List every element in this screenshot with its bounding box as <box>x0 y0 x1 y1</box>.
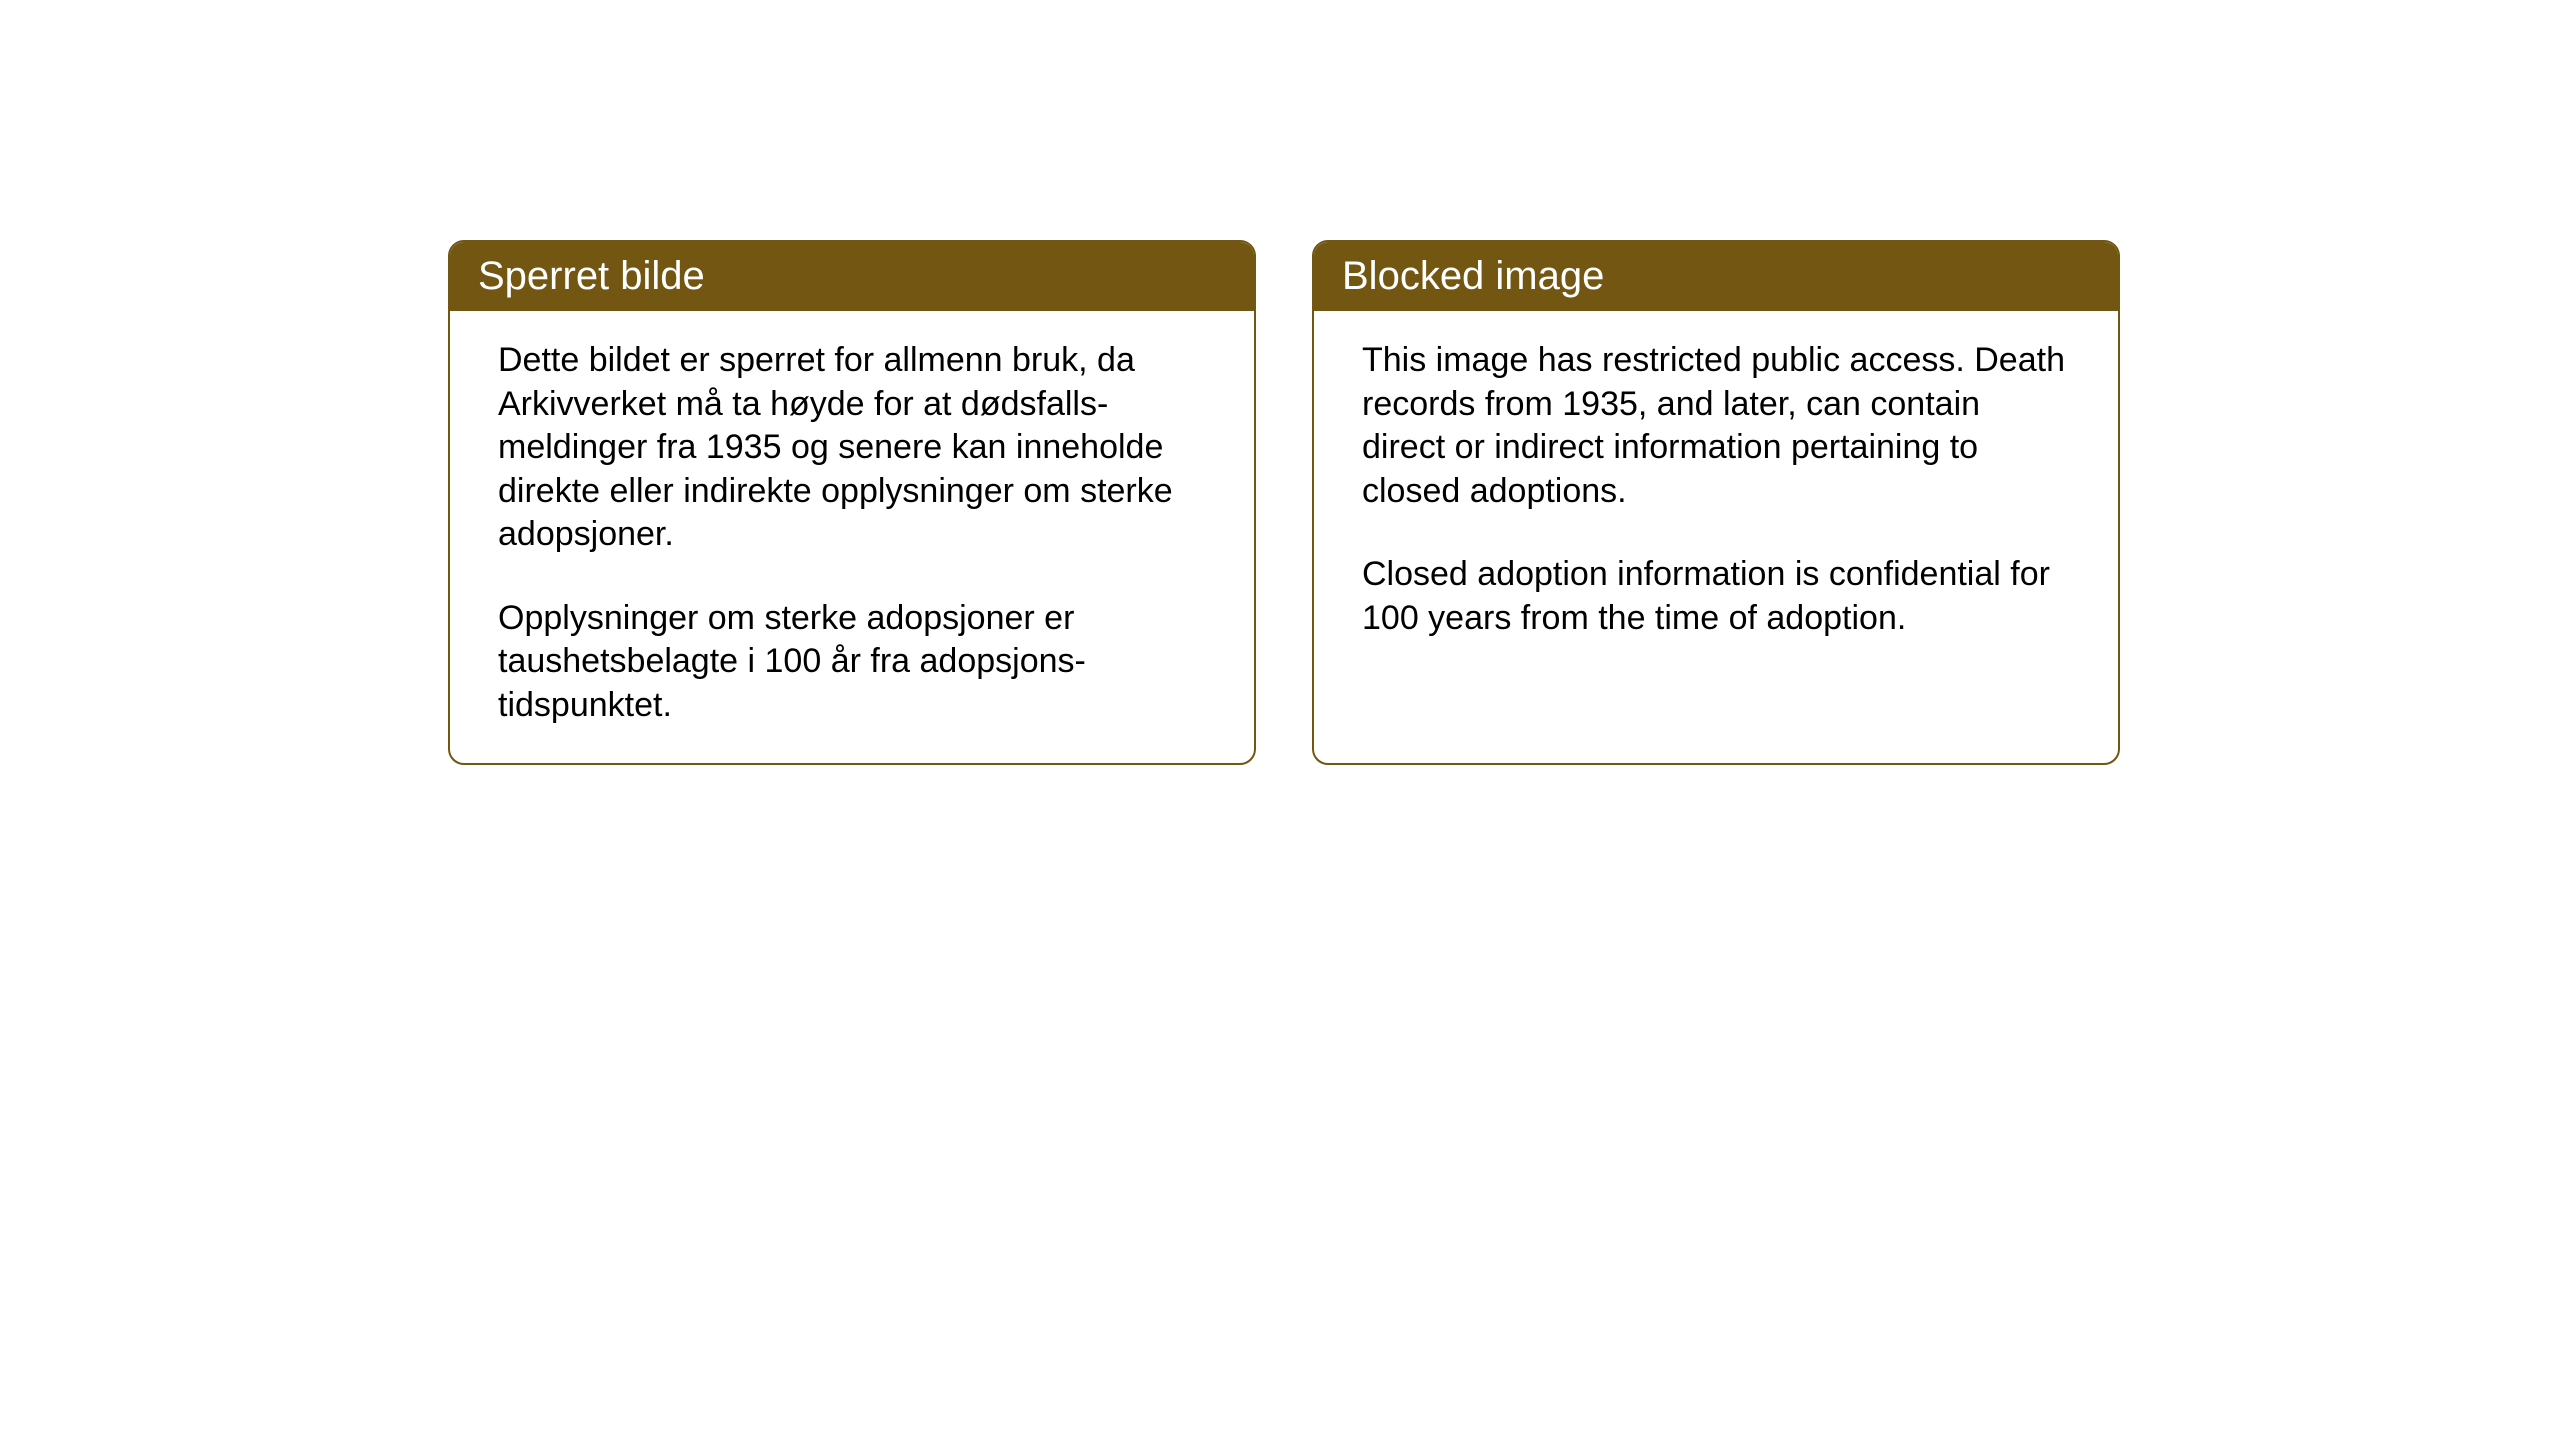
card-header-english: Blocked image <box>1314 242 2118 311</box>
card-body-norwegian: Dette bildet er sperret for allmenn bruk… <box>450 311 1254 763</box>
card-header-norwegian: Sperret bilde <box>450 242 1254 311</box>
card-body-english: This image has restricted public access.… <box>1314 311 2118 720</box>
notice-cards-container: Sperret bilde Dette bildet er sperret fo… <box>448 240 2120 765</box>
notice-paragraph-1-english: This image has restricted public access.… <box>1362 339 2070 513</box>
card-title-english: Blocked image <box>1342 254 1604 298</box>
card-title-norwegian: Sperret bilde <box>478 254 705 298</box>
notice-paragraph-2-norwegian: Opplysninger om sterke adopsjoner er tau… <box>498 597 1206 728</box>
notice-paragraph-2-english: Closed adoption information is confident… <box>1362 553 2070 640</box>
notice-card-english: Blocked image This image has restricted … <box>1312 240 2120 765</box>
notice-card-norwegian: Sperret bilde Dette bildet er sperret fo… <box>448 240 1256 765</box>
notice-paragraph-1-norwegian: Dette bildet er sperret for allmenn bruk… <box>498 339 1206 557</box>
